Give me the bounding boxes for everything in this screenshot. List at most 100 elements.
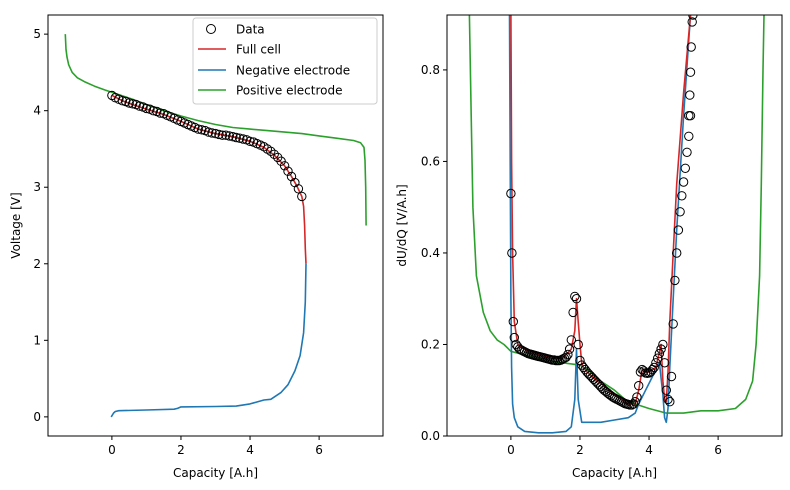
left-data-point: [141, 103, 152, 114]
right-data-point: [649, 362, 659, 373]
right-data-point: [685, 67, 696, 77]
legend-entry-negative-electrode: Negative electrode: [236, 64, 350, 78]
right-data-point: [596, 381, 606, 392]
right-data-point: [673, 225, 684, 235]
right-data-point: [590, 376, 601, 386]
right-data-point: [665, 397, 675, 407]
left-data-point: [245, 136, 255, 147]
right-data-point: [653, 353, 663, 363]
right-series-positive-electrode-line: [468, 15, 765, 414]
right-data-point: [685, 90, 695, 100]
right-y-tick-label: 0.4: [421, 246, 440, 260]
right-data-point: [632, 392, 642, 402]
right-y-ticks: 0.0 0.2 0.4 0.6 0.8: [421, 63, 447, 443]
right-data-point: [627, 400, 637, 410]
right-data-point: [682, 147, 692, 158]
left-data-point: [148, 106, 159, 116]
legend: Data Full cell Negative electrode Positi…: [192, 17, 378, 105]
right-data-point: [597, 383, 608, 394]
right-x-tick-label: 4: [645, 443, 653, 457]
left-data-point: [283, 166, 293, 176]
left-y-tick-label: 1: [33, 333, 41, 347]
left-y-tick-label: 2: [33, 257, 41, 271]
right-data-point: [678, 177, 689, 187]
right-x-tick-label: 0: [507, 443, 515, 457]
left-data-point: [127, 99, 138, 109]
right-data-point: [670, 275, 680, 286]
left-x-axis-label: Capacity [A.h]: [173, 466, 258, 480]
right-series-negative-electrode-line: [508, 15, 692, 434]
legend-data-marker-icon: [206, 24, 216, 34]
right-data-point: [634, 381, 644, 391]
right-data-point: [687, 17, 697, 27]
right-data-point: [688, 15, 698, 20]
legend-entry-positive-electrode: Positive electrode: [236, 84, 343, 98]
right-data-point: [573, 339, 583, 350]
left-x-tick-label: 2: [177, 443, 185, 457]
left-y-tick-label: 0: [33, 410, 41, 424]
left-panel: 0 2 4 6 0 1 2 3 4 5 Capacity [A.h] Voltage [V] D…: [9, 14, 384, 480]
left-data-point: [203, 127, 214, 137]
right-axes-frame: [446, 14, 783, 437]
right-data-point: [654, 348, 665, 359]
right-plot-area: [468, 15, 765, 434]
left-data-point: [117, 96, 128, 106]
right-y-axis-label: dU/dQ [V/A.h]: [395, 184, 409, 266]
right-data-point: [656, 344, 666, 354]
right-data-point: [661, 385, 671, 395]
left-data-point: [228, 132, 238, 142]
right-data-point: [630, 397, 640, 407]
left-series-negative-electrode-line: [110, 263, 307, 418]
right-data-point: [509, 332, 519, 343]
left-data-point: [221, 130, 231, 140]
left-data-point: [197, 125, 207, 135]
right-y-tick-label: 0.6: [421, 154, 440, 168]
left-data-point: [224, 131, 235, 141]
right-data-point: [663, 394, 673, 405]
right-data-point: [668, 319, 678, 329]
right-x-axis-label: Capacity [A.h]: [572, 466, 657, 480]
left-data-point: [297, 191, 307, 202]
left-data-point: [207, 128, 217, 138]
right-data-point: [564, 344, 575, 354]
right-data-point: [570, 291, 580, 302]
right-data-point: [675, 207, 685, 217]
right-data-point: [508, 316, 518, 327]
right-data-point: [644, 368, 654, 378]
right-data-point: [568, 307, 578, 318]
left-data-point: [266, 146, 276, 157]
right-data-point: [506, 188, 516, 199]
right-data-point: [658, 339, 668, 350]
left-data-point: [210, 128, 221, 139]
right-data-point: [684, 131, 694, 142]
left-y-ticks: 0 1 2 3 4 5: [33, 27, 48, 424]
right-data-point: [686, 42, 696, 52]
left-data-point: [155, 108, 165, 118]
right-y-tick-label: 0.8: [421, 63, 440, 77]
left-x-tick-label: 4: [246, 443, 254, 457]
left-data-point: [231, 132, 241, 143]
left-data-point: [238, 134, 248, 144]
right-panel: 0 2 4 6 0.0 0.2 0.4 0.6 0.8 Capacity [A.h] dU/d…: [395, 14, 783, 480]
right-data-point: [672, 248, 682, 258]
right-data-point: [677, 191, 687, 201]
right-data-point: [583, 369, 594, 379]
right-data-point: [684, 111, 694, 121]
left-x-tick-label: 6: [315, 443, 323, 457]
left-data-point: [217, 130, 228, 140]
left-data-point: [193, 124, 203, 134]
legend-entry-data: Data: [236, 23, 265, 37]
right-data-point: [666, 371, 677, 382]
left-data-point: [124, 98, 134, 108]
right-y-tick-label: 0.2: [421, 337, 440, 351]
left-y-tick-label: 3: [33, 180, 41, 194]
right-x-tick-label: 6: [714, 443, 722, 457]
left-series-positive-electrode-line: [64, 34, 367, 226]
left-y-axis-label: Voltage [V]: [9, 192, 23, 258]
right-data-point: [563, 349, 573, 360]
left-axes-frame: [47, 14, 384, 437]
right-data-point: [566, 335, 576, 345]
right-data-point: [507, 248, 517, 258]
legend-entry-full-cell: Full cell: [236, 43, 281, 57]
